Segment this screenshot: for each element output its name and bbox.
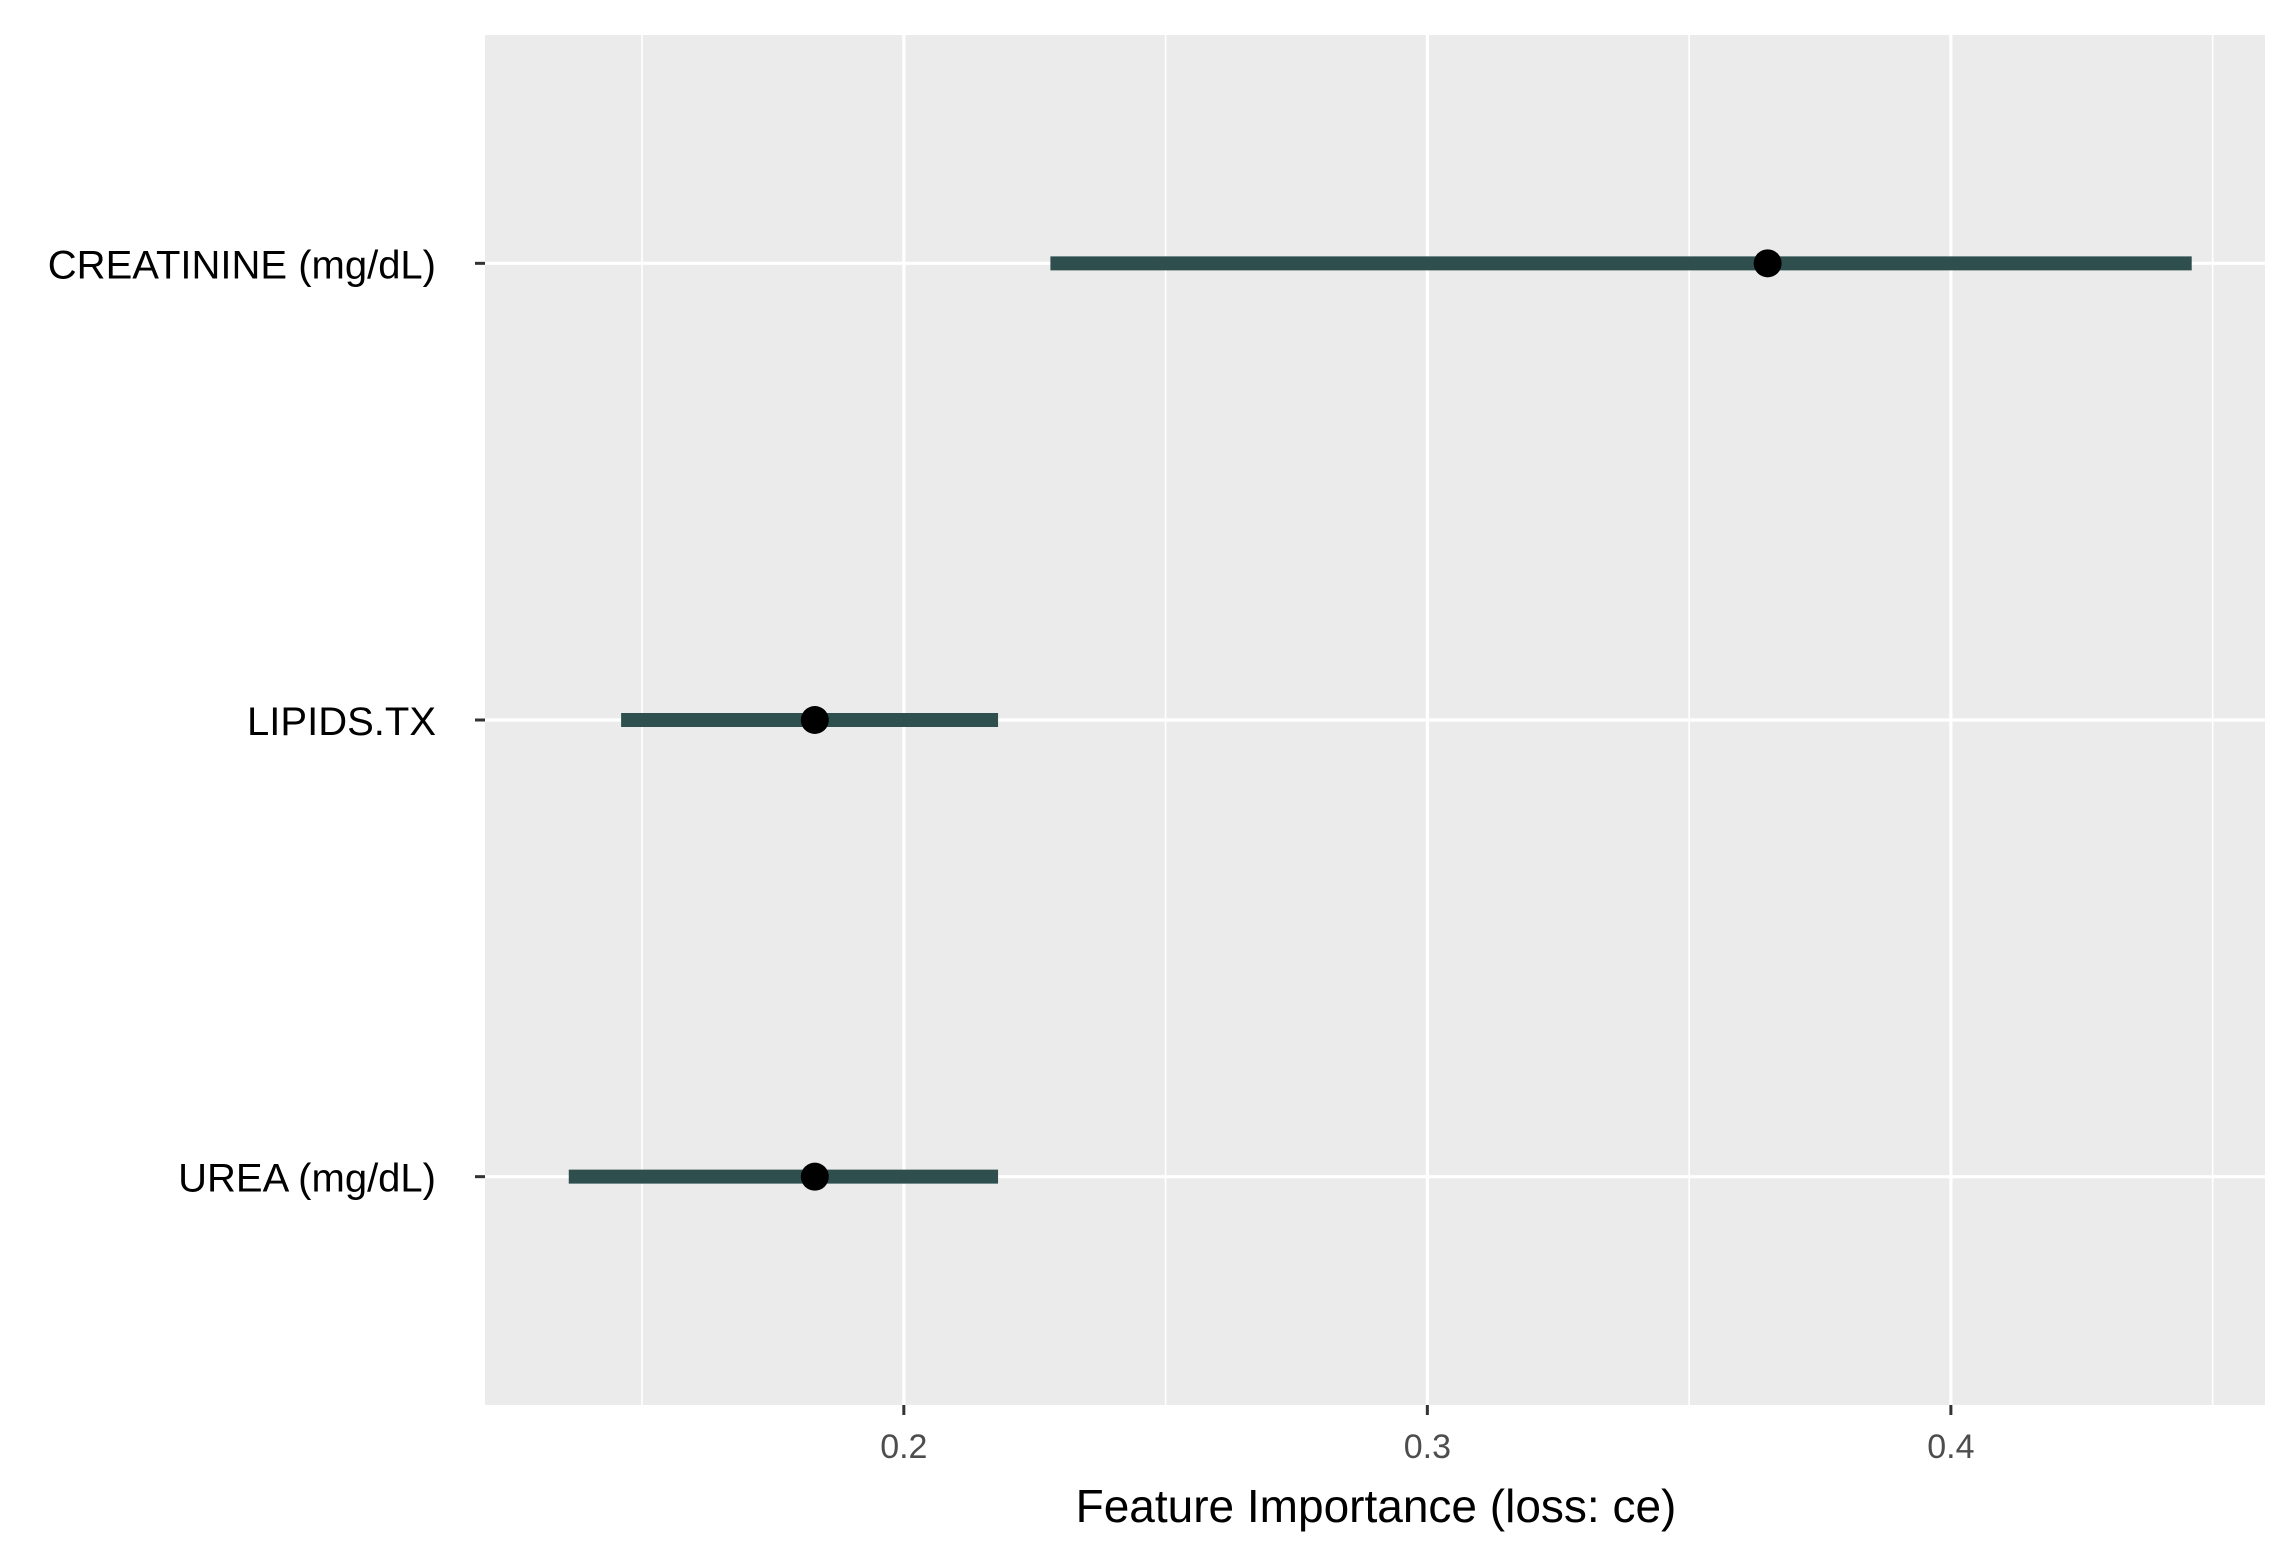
x-tick-label: 0.4 bbox=[1927, 1428, 1974, 1466]
y-tick-label: LIPIDS.TX bbox=[247, 700, 436, 744]
point-estimate bbox=[800, 1162, 829, 1191]
x-axis-title: Feature Importance (loss: ce) bbox=[1076, 1480, 1677, 1532]
y-tick-label: CREATININE (mg/dL) bbox=[48, 243, 436, 287]
x-tick-label: 0.2 bbox=[880, 1428, 927, 1466]
y-tick-label: UREA (mg/dL) bbox=[178, 1157, 436, 1201]
point-estimate bbox=[1753, 249, 1782, 278]
y-axis-labels: CREATININE (mg/dL) LIPIDS.TX UREA (mg/dL) bbox=[48, 243, 436, 1200]
x-axis-ticks bbox=[902, 1405, 1953, 1415]
x-tick-label: 0.3 bbox=[1404, 1428, 1451, 1466]
y-axis-ticks bbox=[475, 261, 485, 1179]
x-axis-labels: 0.2 0.3 0.4 bbox=[880, 1428, 1974, 1466]
points bbox=[800, 249, 1782, 1191]
point-estimate bbox=[800, 706, 829, 734]
